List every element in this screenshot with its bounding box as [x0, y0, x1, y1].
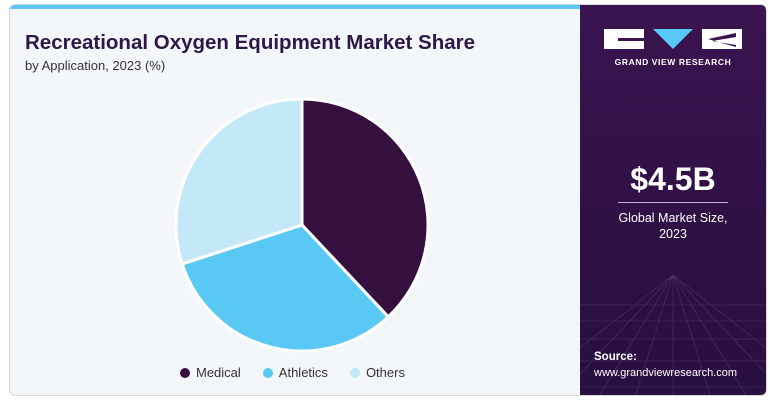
pie-slice-athletics: [180, 223, 390, 353]
market-size-divider: [618, 202, 728, 203]
market-size-label-line1: Global Market Size,: [618, 211, 728, 225]
market-size-label-line2: 2023: [659, 227, 687, 241]
legend-item-others: Others: [349, 365, 405, 380]
top-accent-bar: [10, 5, 580, 9]
grid-decoration: [580, 274, 766, 395]
infographic-card: Recreational Oxygen Equipment Market Sha…: [9, 4, 767, 396]
info-sidebar: GRAND VIEW RESEARCH $4.5B Global Market …: [580, 5, 766, 395]
chart-subtitle: by Application, 2023 (%): [25, 58, 166, 73]
grand-view-research-logo: [604, 29, 742, 49]
legend-item-medical: Medical: [180, 365, 241, 380]
legend-label-others: Others: [365, 365, 405, 380]
chart-panel: Recreational Oxygen Equipment Market Sha…: [10, 9, 580, 395]
legend-swatch-medical: [180, 367, 190, 378]
source-link[interactable]: www.grandviewresearch.com: [594, 367, 738, 379]
legend-label-medical: Medical: [196, 365, 241, 380]
legend-swatch-others: [349, 367, 360, 378]
legend-label-athletics: Athletics: [278, 365, 328, 380]
brand-name: GRAND VIEW RESEARCH: [614, 57, 732, 67]
legend-item-athletics: Athletics: [262, 365, 328, 380]
pie-slice-medical: [300, 97, 430, 319]
chart-title: Recreational Oxygen Equipment Market Sha…: [25, 31, 475, 54]
market-size-label: Global Market Size, 2023: [580, 210, 766, 242]
legend-swatch-athletics: [262, 367, 273, 378]
source-label: Source:: [594, 351, 637, 363]
market-size-value: $4.5B: [630, 161, 716, 197]
chart-legend: Medical Athletics Others: [180, 365, 405, 380]
pie-chart: [174, 97, 430, 353]
pie-slice-others: [174, 97, 304, 266]
